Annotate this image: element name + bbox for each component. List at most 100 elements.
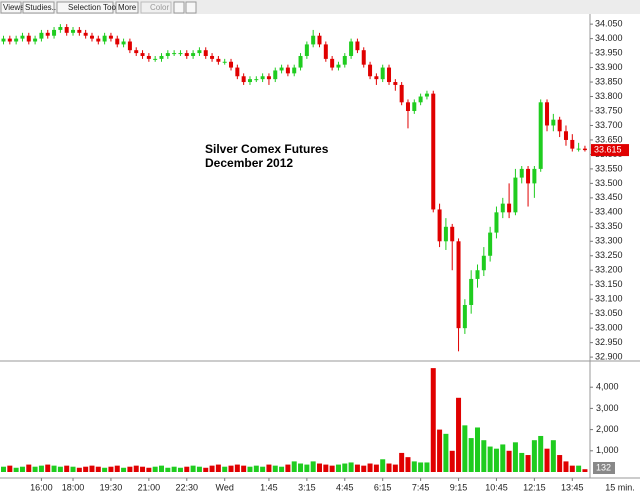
candle-body <box>229 61 234 68</box>
candle-body <box>7 38 12 42</box>
candle-body <box>96 38 101 42</box>
y-tick-label: 33.900 <box>595 62 623 72</box>
y-tick-label: 33.350 <box>595 221 623 231</box>
candle-body <box>52 29 57 36</box>
candle-body <box>374 76 379 80</box>
candle-body <box>418 96 423 103</box>
y-tick-label: 33.500 <box>595 178 623 188</box>
x-tick-label: 18:00 <box>62 482 85 492</box>
candle-body <box>1 38 6 42</box>
volume-bar <box>7 465 13 472</box>
candle-body <box>393 82 398 85</box>
candle-body <box>102 35 107 42</box>
candle-body <box>216 58 221 62</box>
candle-body <box>323 44 328 59</box>
candle-body <box>304 44 309 56</box>
volume-bar <box>165 467 171 472</box>
x-tick-label: 1:45 <box>260 482 278 492</box>
more-button[interactable] <box>115 1 139 14</box>
views-button[interactable] <box>0 1 22 14</box>
candle-body <box>184 53 189 56</box>
y-tick-label: 33.950 <box>595 47 623 57</box>
candle-body <box>576 148 581 150</box>
volume-bar <box>317 463 322 472</box>
volume-bar <box>449 450 455 472</box>
volume-bar <box>184 466 190 472</box>
candle-body <box>330 58 335 68</box>
volume-bar <box>373 464 379 472</box>
volume-bar <box>177 467 183 472</box>
pin-button[interactable] <box>185 1 197 14</box>
candle-body <box>507 203 512 213</box>
candle-body <box>115 38 120 45</box>
candle-body <box>159 55 164 59</box>
volume-bar <box>203 467 209 472</box>
crosshair-button[interactable] <box>173 1 185 14</box>
volume-bar <box>506 450 512 472</box>
volume-bar <box>260 466 266 472</box>
candle-body <box>481 255 486 271</box>
volume-bar <box>531 440 537 472</box>
candle-body <box>431 93 436 210</box>
volume-bar <box>348 462 354 472</box>
candle-body <box>349 41 354 56</box>
candle-body <box>513 177 518 213</box>
candle-body <box>247 79 252 83</box>
candle-body <box>532 168 537 184</box>
volume-bar <box>563 461 569 472</box>
volume-tick-label: 4,000 <box>596 382 619 392</box>
volume-bar <box>45 464 51 472</box>
last-volume-label: 132 <box>596 462 611 472</box>
volume-bar <box>380 459 386 472</box>
candle-body <box>462 304 467 329</box>
candle-body <box>475 270 480 279</box>
volume-bar <box>481 440 487 472</box>
candle-body <box>298 55 303 68</box>
volume-bar <box>550 440 556 472</box>
color-button[interactable] <box>140 1 172 14</box>
candle-body <box>387 67 392 83</box>
studies-button[interactable] <box>22 1 55 14</box>
candle-body <box>538 102 543 169</box>
candle-body <box>71 29 76 33</box>
studies-label: Studies... <box>25 3 58 12</box>
volume-bar <box>121 467 127 472</box>
selection-tool-button[interactable] <box>56 1 114 14</box>
candle-body <box>279 67 284 71</box>
candle-body <box>317 35 322 45</box>
chart-title: Silver Comex Futures <box>205 142 329 156</box>
y-tick-label: 33.000 <box>595 323 623 333</box>
volume-bar <box>152 466 158 472</box>
candle-body <box>336 64 341 68</box>
candle-body <box>545 102 550 126</box>
volume-bar <box>487 446 493 472</box>
y-tick-label: 32.900 <box>595 351 623 361</box>
candle-body <box>292 67 297 74</box>
volume-bar <box>418 462 424 472</box>
y-tick-label: 33.700 <box>595 120 623 130</box>
candle-body <box>191 53 196 56</box>
volume-bar <box>335 464 341 472</box>
y-tick-label: 33.250 <box>595 250 623 260</box>
volume-bar <box>399 452 405 472</box>
volume-bar <box>279 466 285 472</box>
volume-bar <box>222 466 228 472</box>
candle-body <box>412 102 417 111</box>
candle-body <box>273 70 278 80</box>
volume-bar <box>19 466 25 472</box>
candle-body <box>494 212 499 233</box>
candle-body <box>424 93 429 97</box>
x-tick-label: 9:15 <box>450 482 468 492</box>
volume-bar <box>272 465 278 472</box>
x-tick-label: 12:15 <box>523 482 546 492</box>
volume-bar <box>133 465 139 472</box>
volume-bar <box>386 463 392 472</box>
volume-bar <box>576 465 582 472</box>
volume-bar <box>342 463 348 472</box>
volume-bar <box>266 464 272 472</box>
volume-bar <box>329 465 335 472</box>
candle-body <box>260 76 265 80</box>
candle-body <box>557 119 562 132</box>
candle-body <box>165 53 170 56</box>
volume-bar <box>557 455 563 472</box>
